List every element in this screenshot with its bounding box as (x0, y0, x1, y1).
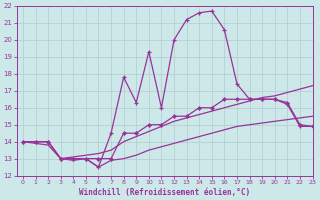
X-axis label: Windchill (Refroidissement éolien,°C): Windchill (Refroidissement éolien,°C) (79, 188, 250, 197)
